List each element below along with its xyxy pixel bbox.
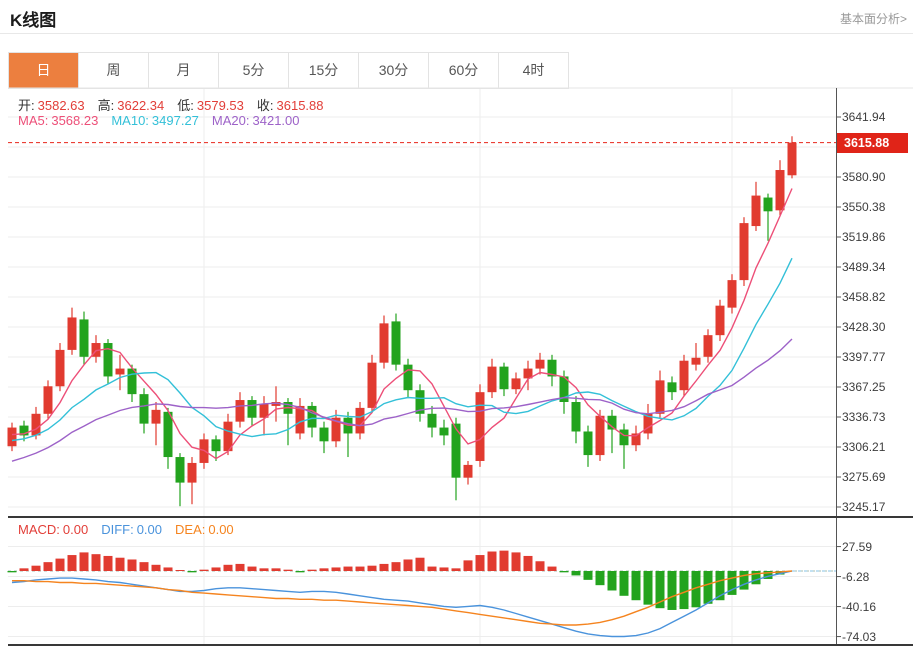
ohlc-row: 开: 3582.63 高: 3622.34 低: 3579.53 收: 3615.88 bbox=[18, 95, 337, 114]
ma-row-label: MA20: bbox=[211, 113, 250, 128]
ma20-line bbox=[11, 338, 793, 462]
price-axis-label: 3519.86 bbox=[842, 230, 886, 244]
dea-line bbox=[12, 570, 793, 626]
price-axis-label: 3489.34 bbox=[842, 260, 886, 274]
ma10-line bbox=[11, 257, 793, 442]
price-axis-label: 3550.38 bbox=[842, 200, 886, 214]
ma-row-label: MA10: bbox=[111, 113, 149, 128]
candles-layer bbox=[7, 136, 797, 507]
ma-legend-row: MA5: 3568.23 MA10: 3497.27 MA20: 3421.00 bbox=[18, 113, 313, 128]
ohlc-row-value: 3615.88 bbox=[276, 98, 324, 113]
macd-row-label: MACD: bbox=[18, 522, 60, 537]
ohlc-row-value: 3579.53 bbox=[196, 98, 244, 113]
fundamental-analysis-link[interactable]: 基本面分析> bbox=[839, 12, 907, 26]
price-axis-label: 3306.21 bbox=[842, 440, 886, 454]
ohlc-row-value: 3582.63 bbox=[37, 98, 85, 113]
diff-line bbox=[11, 570, 793, 638]
price-axis-label: 3458.82 bbox=[842, 290, 886, 304]
price-axis-label: 3245.17 bbox=[842, 500, 886, 514]
ma-row-value: 3421.00 bbox=[252, 113, 300, 128]
tab-5min[interactable]: 5分 bbox=[219, 53, 289, 88]
ohlc-row-label: 高: bbox=[97, 98, 115, 113]
price-axis-label: 3367.25 bbox=[842, 380, 886, 394]
ma5-line bbox=[11, 188, 793, 460]
ma-row-value: 3568.23 bbox=[51, 113, 99, 128]
macd-axis-label: -6.28 bbox=[842, 569, 870, 584]
macd-row-label: DIFF: bbox=[101, 522, 134, 537]
header-divider bbox=[0, 33, 913, 34]
tab-15min[interactable]: 15分 bbox=[289, 53, 359, 88]
axis-layer bbox=[8, 88, 913, 646]
macd-axis-label: -40.16 bbox=[842, 599, 877, 614]
interval-tabbar: 日周月 5分 15分 30分 60分 4时 bbox=[8, 52, 569, 89]
price-axis-label: 3428.30 bbox=[842, 320, 886, 334]
ma-lines-layer bbox=[11, 188, 793, 462]
tab-4hour[interactable]: 4时 bbox=[499, 53, 568, 88]
current-price-badge: 3615.88 bbox=[837, 132, 908, 153]
ma-row-value: 3497.27 bbox=[151, 113, 199, 128]
macd-row-label: DEA: bbox=[175, 522, 206, 537]
price-axis-label: 3580.90 bbox=[842, 170, 886, 184]
price-axis-label: 3275.69 bbox=[842, 470, 886, 484]
tab-30min[interactable]: 30分 bbox=[359, 53, 429, 88]
macd-axis-label: 27.59 bbox=[842, 539, 873, 554]
ohlc-row-label: 收: bbox=[256, 98, 274, 113]
ohlc-row-label: 低: bbox=[177, 98, 194, 113]
macd-value-row: MACD: 0.00 DIFF: 0.00 DEA: 0.00 bbox=[18, 522, 247, 537]
macd-axis-label: -74.03 bbox=[842, 629, 877, 644]
tab-day[interactable]: 日 bbox=[9, 53, 79, 88]
ohlc-row-value: 3622.34 bbox=[117, 98, 165, 113]
price-axis-label: 3641.94 bbox=[842, 110, 886, 124]
macd-row-value: 0.00 bbox=[62, 522, 89, 537]
price-axis-label: 3336.73 bbox=[842, 410, 886, 424]
tab-week[interactable]: 周 bbox=[79, 53, 149, 88]
price-axis-label: 3397.77 bbox=[842, 350, 886, 364]
ohlc-row-label: 开: bbox=[18, 98, 35, 113]
macd-row-value: 0.00 bbox=[136, 522, 163, 537]
macd-row-value: 0.00 bbox=[208, 522, 234, 537]
page-title: K线图 bbox=[10, 11, 57, 30]
tab-month[interactable]: 月 bbox=[149, 53, 219, 88]
ma-row-label: MA5: bbox=[18, 113, 49, 128]
macd-layer bbox=[7, 550, 836, 638]
tab-60min[interactable]: 60分 bbox=[429, 53, 499, 88]
